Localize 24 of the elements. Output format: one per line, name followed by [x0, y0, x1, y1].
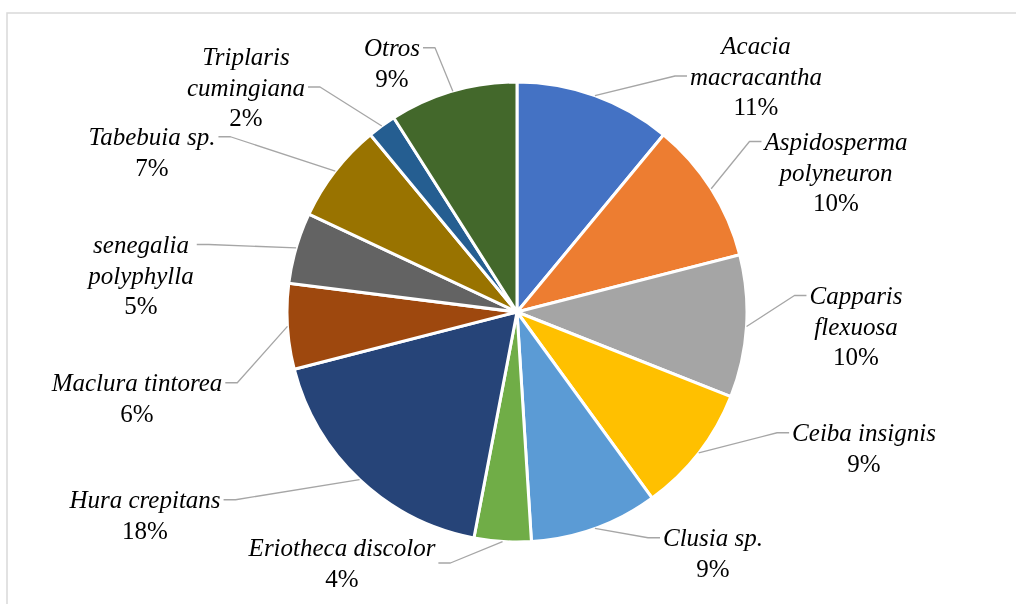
- data-label: 11%: [733, 93, 779, 120]
- slice-label: Triplaris cumingiana: [186, 43, 306, 101]
- slice-label: Clusia sp.: [662, 524, 764, 552]
- slice-label: Otros: [363, 34, 421, 62]
- slice-label: Hura crepitans: [68, 486, 221, 514]
- data-label: 9%: [375, 64, 409, 92]
- data-label: 18%: [122, 516, 168, 544]
- data-label: 4%: [325, 564, 359, 592]
- data-label: 10%: [813, 189, 859, 216]
- slice-label: Ceiba insignis: [792, 419, 936, 447]
- slice-label: Maclura tintorea: [50, 369, 223, 397]
- data-label: 10%: [833, 343, 879, 370]
- data-label: 7%: [135, 153, 169, 181]
- slice-label: Capparis flexuosa: [809, 282, 903, 340]
- slice-label: senegalia polyphylla: [86, 231, 194, 289]
- slice-label: Aspidosperma polyneuron: [762, 128, 908, 186]
- data-label: 9%: [847, 449, 881, 477]
- slice-label: Tabebuia sp.: [88, 123, 216, 151]
- data-label: 9%: [696, 554, 730, 582]
- data-label: 5%: [124, 292, 158, 319]
- data-label: 6%: [120, 399, 154, 427]
- data-label: 2%: [229, 104, 263, 131]
- slice-label: Acacia macracantha: [690, 32, 822, 90]
- slice-label: Eriotheca discolor: [247, 534, 436, 562]
